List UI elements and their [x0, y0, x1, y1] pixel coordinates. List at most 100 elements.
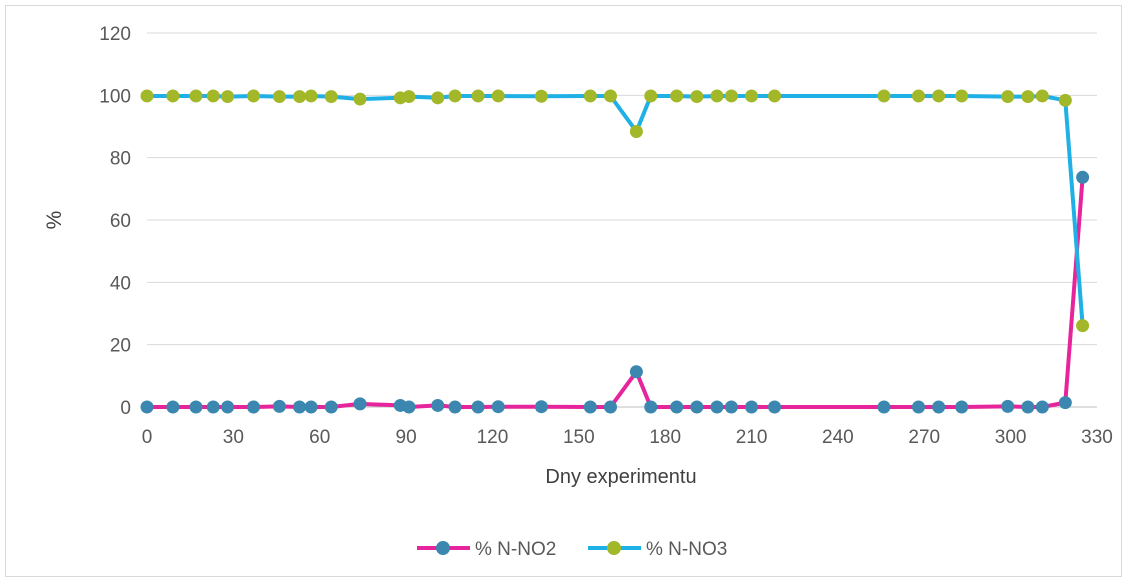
data-point: [221, 400, 235, 414]
data-point: [304, 89, 318, 103]
legend-label: % N-NO3: [646, 539, 727, 560]
data-point: [293, 400, 307, 414]
x-tick-label: 240: [822, 427, 854, 448]
data-point: [724, 400, 738, 414]
legend-marker: [436, 541, 450, 555]
x-tick-label: 60: [309, 427, 330, 448]
data-point: [1021, 90, 1035, 104]
data-point: [324, 90, 338, 104]
data-point: [206, 400, 220, 414]
y-tick-label: 20: [110, 336, 131, 357]
series-1: [140, 170, 1090, 414]
data-point: [1076, 170, 1090, 184]
line-chart: 0 20 40 60 80 100 120 0 30 60 90 120 150 180 210 240 27…: [43, 24, 1113, 560]
data-point: [912, 400, 926, 414]
data-point: [1058, 396, 1072, 410]
x-tick-label: 90: [396, 427, 417, 448]
data-point: [189, 89, 203, 103]
x-axis-label: Dny experimentu: [545, 466, 696, 488]
data-point: [431, 91, 445, 105]
data-point: [491, 400, 505, 414]
series-line: [145, 175, 1085, 409]
data-point: [955, 400, 969, 414]
data-point: [247, 400, 261, 414]
series-group: [140, 89, 1090, 414]
data-point: [140, 89, 154, 103]
legend-marker: [607, 541, 621, 555]
data-point: [402, 400, 416, 414]
x-tick-label: 30: [223, 427, 244, 448]
data-point: [710, 400, 724, 414]
data-point: [955, 89, 969, 103]
data-point: [583, 89, 597, 103]
legend-label: % N-NO2: [475, 539, 556, 560]
data-point: [603, 400, 617, 414]
data-point: [670, 400, 684, 414]
y-tick-label: 100: [99, 86, 131, 107]
data-point: [534, 89, 548, 103]
data-point: [690, 90, 704, 104]
x-tick-label: 270: [908, 427, 940, 448]
data-point: [324, 400, 338, 414]
x-axis-ticks: 0 30 60 90 120 150 180 210 240 270 300 330: [142, 427, 1113, 448]
data-point: [1035, 400, 1049, 414]
data-point: [353, 397, 367, 411]
data-point: [1076, 319, 1090, 333]
y-tick-label: 0: [120, 398, 131, 419]
data-point: [877, 89, 891, 103]
data-point: [670, 89, 684, 103]
data-point: [644, 89, 658, 103]
data-point: [710, 89, 724, 103]
data-point: [304, 400, 318, 414]
data-point: [603, 89, 617, 103]
data-point: [402, 90, 416, 104]
data-point: [431, 398, 445, 412]
data-point: [629, 124, 643, 138]
data-point: [140, 400, 154, 414]
x-tick-label: 180: [649, 427, 681, 448]
data-point: [189, 400, 203, 414]
data-point: [471, 400, 485, 414]
data-point: [166, 400, 180, 414]
data-point: [724, 89, 738, 103]
data-point: [932, 89, 946, 103]
data-point: [768, 400, 782, 414]
x-tick-label: 330: [1081, 427, 1113, 448]
data-point: [690, 400, 704, 414]
data-point: [247, 89, 261, 103]
data-point: [272, 90, 286, 104]
data-point: [745, 89, 759, 103]
series-2: [140, 89, 1090, 333]
data-point: [932, 400, 946, 414]
x-tick-label: 120: [477, 427, 509, 448]
y-tick-label: 60: [110, 211, 131, 232]
chart-frame: 0 20 40 60 80 100 120 0 30 60 90 120 150 180 210 240 27…: [5, 5, 1122, 577]
data-point: [644, 400, 658, 414]
data-point: [745, 400, 759, 414]
y-tick-label: 80: [110, 149, 131, 170]
data-point: [1001, 399, 1015, 413]
data-point: [221, 90, 235, 104]
data-point: [448, 400, 462, 414]
gridlines: [147, 32, 1097, 346]
data-point: [1058, 93, 1072, 107]
data-point: [912, 89, 926, 103]
data-point: [534, 400, 548, 414]
data-point: [491, 89, 505, 103]
data-point: [768, 89, 782, 103]
data-point: [877, 400, 891, 414]
y-tick-label: 120: [99, 24, 131, 45]
y-axis-ticks: 0 20 40 60 80 100 120: [99, 24, 131, 419]
data-point: [471, 89, 485, 103]
data-point: [448, 89, 462, 103]
data-point: [166, 89, 180, 103]
data-point: [206, 89, 220, 103]
x-tick-label: 300: [995, 427, 1027, 448]
data-point: [293, 90, 307, 104]
x-tick-label: 150: [563, 427, 595, 448]
x-tick-label: 210: [736, 427, 768, 448]
data-point: [272, 399, 286, 413]
series-line: [145, 94, 1085, 328]
data-point: [1021, 400, 1035, 414]
data-point: [1001, 90, 1015, 104]
